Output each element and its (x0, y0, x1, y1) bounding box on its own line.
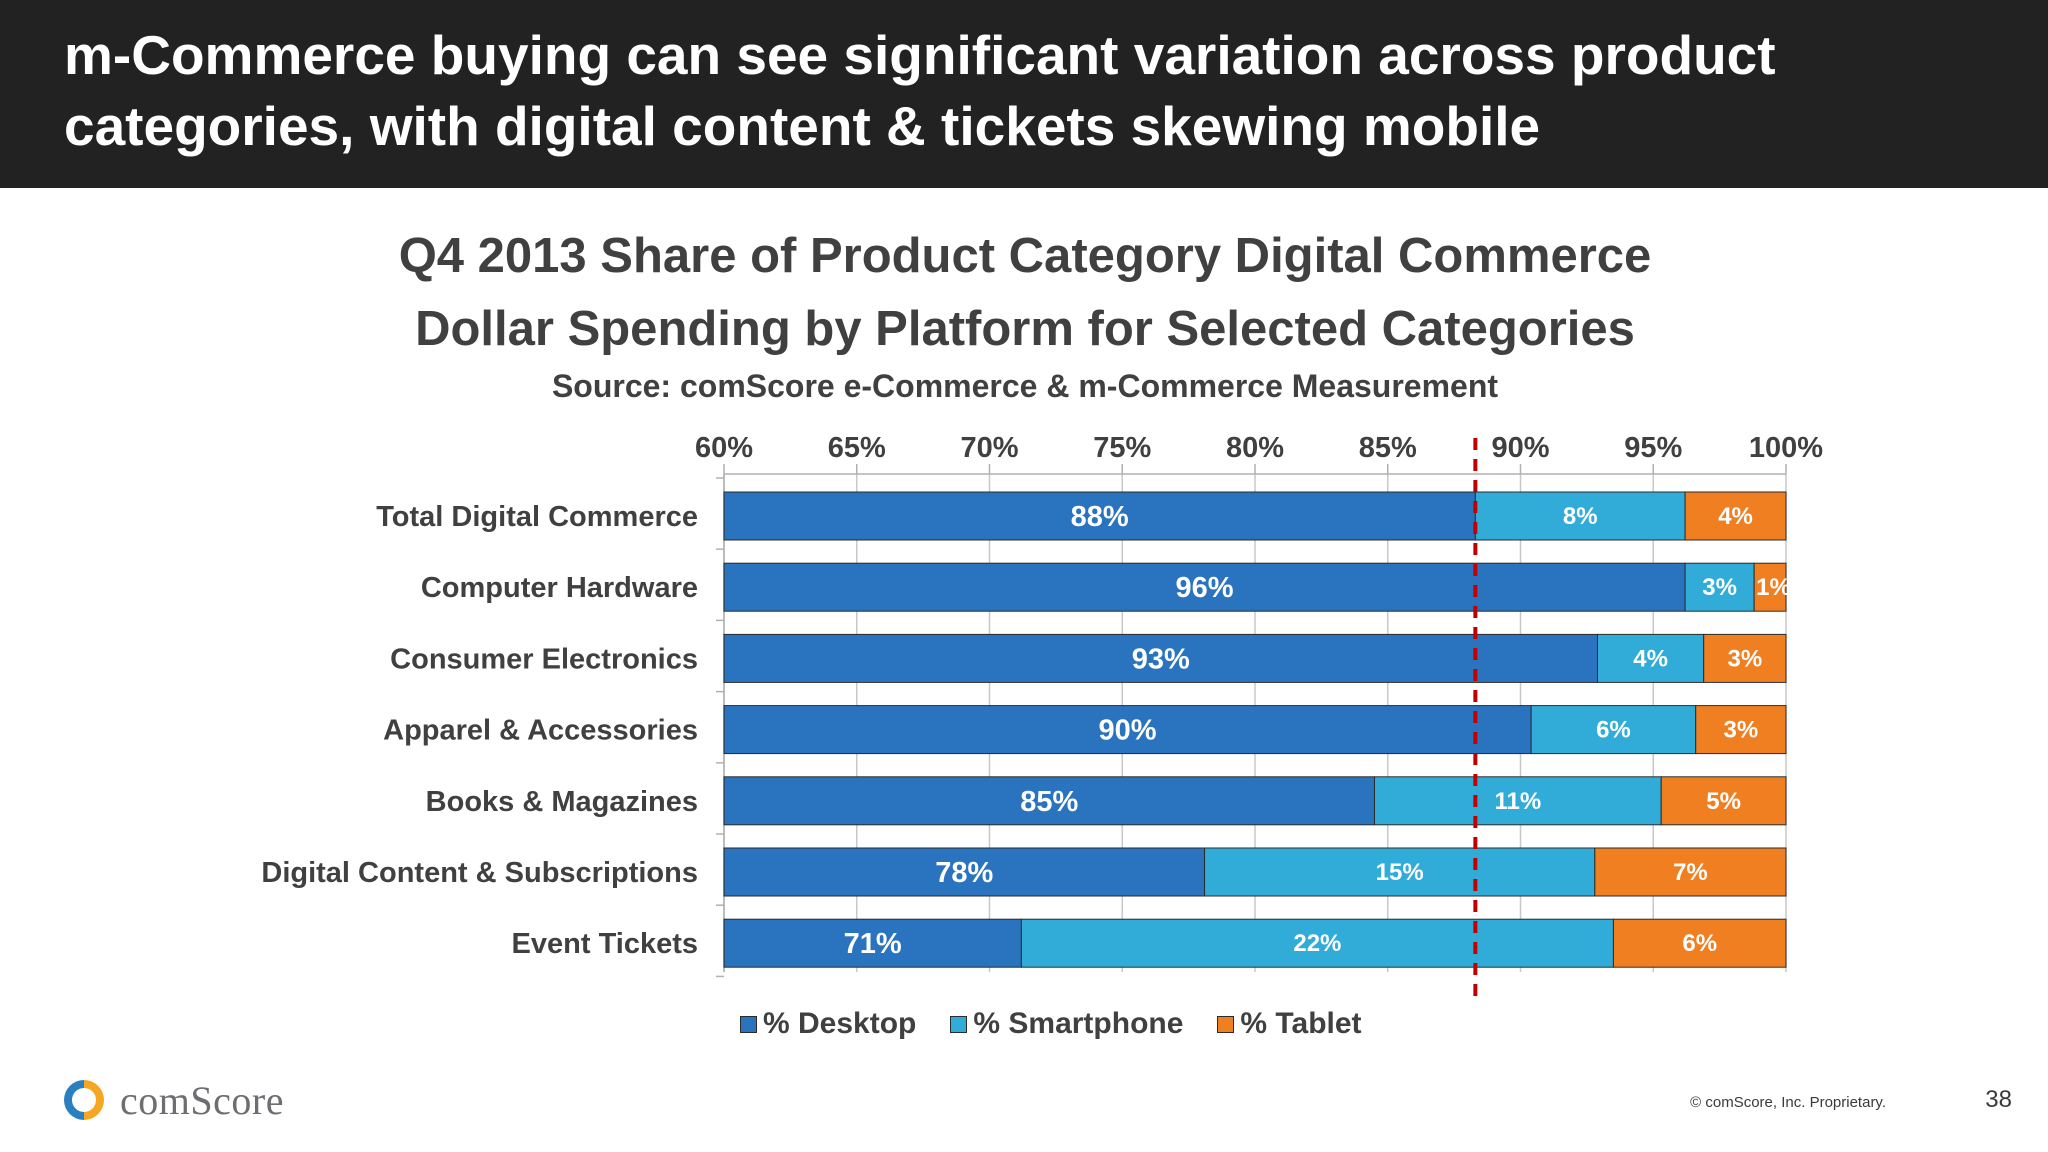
bar-segment (1530, 705, 1697, 755)
bar-value-label: 1% (1756, 574, 1791, 601)
legend-swatch-smartphone (950, 1015, 968, 1033)
bar-segment (1695, 705, 1787, 755)
bar-value-label: 22% (1293, 930, 1341, 957)
legend-label-smartphone: % Smartphone (973, 1007, 1184, 1040)
bar-value-label: 11% (1494, 788, 1541, 815)
x-tick-label: 95% (1624, 432, 1682, 464)
bar-segment (723, 776, 1375, 826)
headline-line-1: m-Commerce buying can see significant va… (64, 24, 1776, 86)
bar-value-label: 3% (1724, 717, 1759, 744)
bar-segment (1703, 633, 1787, 683)
bar-value-label: 88% (1071, 501, 1129, 533)
chart-title-line-2: Dollar Spending by Platform for Selected… (415, 302, 1635, 356)
category-label: Consumer Electronics (390, 643, 698, 675)
copyright-notice: © comScore, Inc. Proprietary. (1690, 1094, 1886, 1111)
chart-title-line-1: Q4 2013 Share of Product Category Digita… (398, 229, 1652, 283)
category-label: Total Digital Commerce (376, 501, 698, 533)
bar-segment (1684, 491, 1787, 541)
bar-value-label: 85% (1020, 786, 1078, 818)
category-label: Apparel & Accessories (383, 715, 698, 747)
bar-value-label: 78% (935, 857, 993, 889)
bar-value-label: 8% (1563, 503, 1598, 530)
bar-segment (1204, 847, 1596, 897)
legend-label-desktop: % Desktop (763, 1007, 917, 1040)
legend-swatch-desktop (740, 1015, 757, 1033)
x-tick-label: 80% (1226, 432, 1284, 464)
bar-segment (1373, 776, 1662, 826)
bar-value-label: 90% (1099, 715, 1157, 747)
x-tick-label: 65% (828, 432, 886, 464)
bar-segment (1753, 562, 1787, 612)
bar-value-label: 5% (1706, 788, 1741, 815)
legend-item-smartphone: % Smartphone (950, 1007, 1183, 1041)
company-logo: comScore (62, 1077, 284, 1123)
bar-value-label: 6% (1682, 930, 1717, 957)
legend-item-tablet: % Tablet (1217, 1007, 1362, 1041)
category-label: Books & Magazines (426, 786, 698, 818)
x-tick-label: 100% (1749, 432, 1823, 464)
chart-legend: % Desktop % Smartphone % Tablet (740, 1002, 1362, 1046)
chart-title: Q4 2013 Share of Product Category Digita… (290, 220, 1760, 366)
page-number: 38 (1985, 1086, 2012, 1113)
legend-label-tablet: % Tablet (1240, 1007, 1362, 1040)
bar-segment (723, 705, 1532, 755)
bar-value-label: 3% (1702, 574, 1737, 601)
bar-segment (1660, 776, 1787, 826)
x-tick-label: 70% (960, 432, 1018, 464)
bar-segment (1684, 562, 1755, 612)
bar-value-label: 4% (1633, 645, 1668, 672)
bar-value-label: 3% (1728, 645, 1763, 672)
comscore-logo-icon (64, 1080, 104, 1120)
x-tick-label: 90% (1491, 432, 1549, 464)
bar-segment (723, 562, 1686, 612)
bar-segment (723, 918, 1022, 968)
category-label: Digital Content & Subscriptions (261, 857, 698, 889)
chart-subtitle: Source: comScore e-Commerce & m-Commerce… (551, 368, 1499, 404)
headline-line-2: categories, with digital content & ticke… (64, 95, 1541, 157)
category-label: Event Tickets (512, 928, 698, 960)
bar-segment (723, 847, 1206, 897)
legend-item-desktop: % Desktop (740, 1007, 916, 1041)
bar-value-label: 4% (1718, 503, 1753, 530)
bar-segment (723, 633, 1598, 683)
bar-segment (1020, 918, 1614, 968)
bar-value-label: 15% (1376, 859, 1424, 886)
bar-value-label: 7% (1673, 859, 1708, 886)
title-bar (0, 0, 2048, 188)
logo-wordmark: comScore (120, 1077, 284, 1123)
bar-value-label: 96% (1176, 572, 1234, 604)
bar-value-label: 6% (1596, 717, 1631, 744)
bar-value-label: 71% (844, 928, 902, 960)
x-tick-label: 85% (1359, 432, 1417, 464)
legend-swatch-tablet (1217, 1015, 1235, 1033)
bar-segment (1596, 633, 1705, 683)
slide-headline: m-Commerce buying can see significant va… (64, 20, 2004, 162)
x-tick-label: 60% (695, 432, 753, 464)
bar-segment (1594, 847, 1787, 897)
category-label: Computer Hardware (421, 572, 698, 604)
bar-segment (1474, 491, 1686, 541)
x-tick-label: 75% (1093, 432, 1151, 464)
bar-value-label: 93% (1132, 643, 1190, 675)
bar-segment (1612, 918, 1787, 968)
